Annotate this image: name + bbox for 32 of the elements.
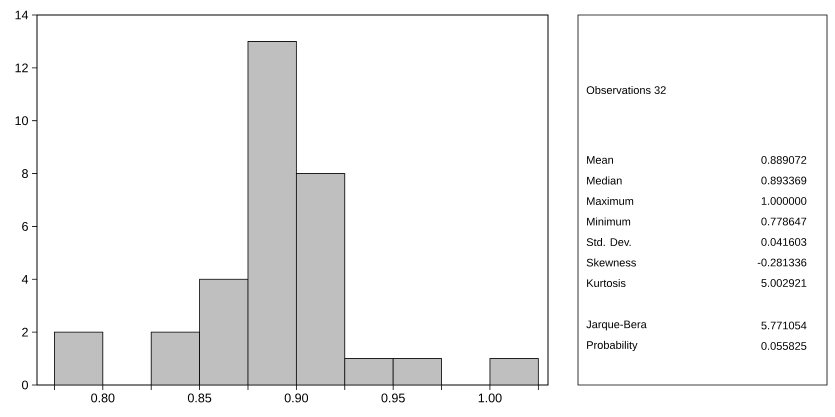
- y-tick-label: 12: [16, 63, 28, 72]
- text: Kurtosis: [587, 278, 626, 288]
- text: Mean: [587, 156, 614, 164]
- text: Jarque-Bera: [586, 320, 647, 330]
- text: 5.002921: [761, 279, 806, 287]
- text: Minimum: [587, 217, 630, 226]
- text: 1.000000: [762, 197, 806, 205]
- text: 0.778647: [761, 218, 806, 226]
- x-tick-label: 1.00: [478, 394, 502, 402]
- y-tick-label: 8: [22, 169, 28, 178]
- text: 0.893369: [761, 176, 806, 184]
- text: Skewness: [586, 258, 636, 267]
- text: Std. Dev.: [586, 238, 631, 246]
- x-tick-label: 0.95: [381, 394, 405, 402]
- y-tick-label: 2: [22, 328, 28, 337]
- text: 0.041603: [761, 238, 806, 246]
- y-tick-label: 4: [22, 274, 28, 284]
- x-tick-label: 0.90: [284, 394, 308, 402]
- y-tick-label: 14: [16, 10, 28, 20]
- x-tick-label: 0.80: [91, 394, 114, 402]
- text: 5.771054: [761, 322, 806, 330]
- text: 0.889072: [761, 156, 806, 164]
- y-tick-label: 6: [22, 222, 28, 231]
- y-tick-label: 0: [22, 380, 28, 390]
- text: Median: [587, 176, 622, 185]
- text: Observations 32: [586, 86, 666, 94]
- text: Probability: [587, 340, 638, 352]
- text: 0.055825: [761, 342, 806, 350]
- text: Maximum: [587, 196, 634, 206]
- text: -0.281336: [758, 258, 806, 266]
- y-tick-label: 10: [16, 116, 28, 126]
- x-tick-label: 0.85: [188, 394, 212, 402]
